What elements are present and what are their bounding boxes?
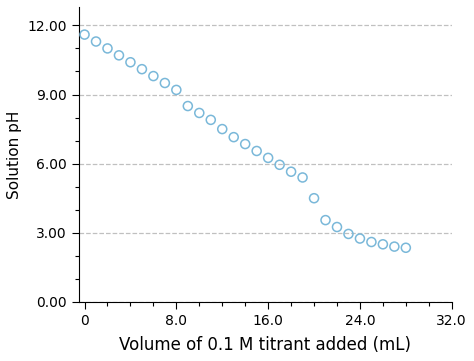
Point <box>276 162 283 168</box>
Point <box>402 245 410 251</box>
Point <box>138 66 146 72</box>
Point <box>173 87 180 93</box>
Point <box>310 195 318 201</box>
Y-axis label: Solution pH: Solution pH <box>7 110 22 199</box>
Point <box>161 80 169 86</box>
Point <box>356 236 364 242</box>
Point <box>241 141 249 147</box>
Point <box>264 155 272 161</box>
Point <box>104 45 111 51</box>
Point <box>127 59 134 65</box>
Point <box>219 126 226 132</box>
Point <box>115 52 123 58</box>
Point <box>184 103 191 109</box>
Point <box>195 110 203 116</box>
Point <box>345 231 352 237</box>
Point <box>150 73 157 79</box>
Point <box>333 224 341 230</box>
Point <box>287 169 295 175</box>
Point <box>230 134 237 140</box>
Point <box>81 32 88 38</box>
Point <box>92 39 100 44</box>
X-axis label: Volume of 0.1 M titrant added (mL): Volume of 0.1 M titrant added (mL) <box>119 336 411 354</box>
Point <box>207 117 215 123</box>
Point <box>379 242 387 247</box>
Point <box>368 239 375 245</box>
Point <box>322 217 329 223</box>
Point <box>391 244 398 249</box>
Point <box>299 175 306 180</box>
Point <box>253 148 260 154</box>
